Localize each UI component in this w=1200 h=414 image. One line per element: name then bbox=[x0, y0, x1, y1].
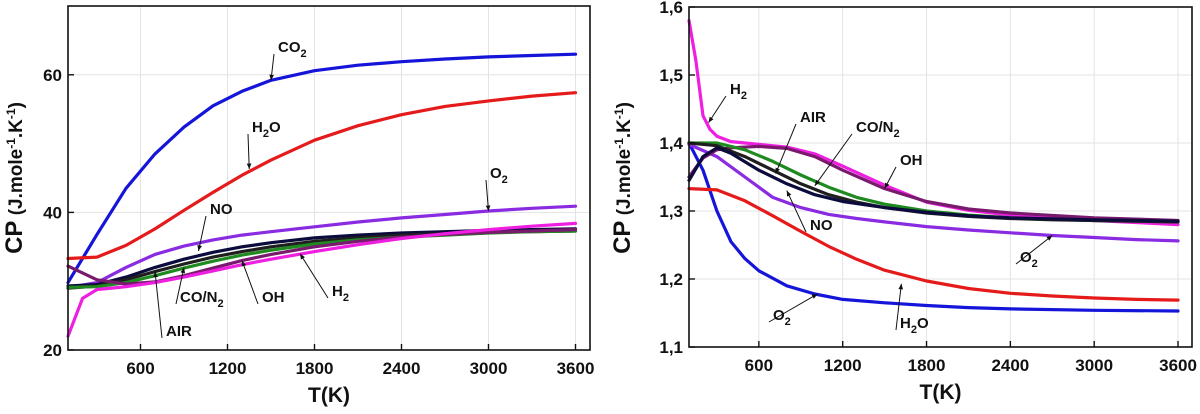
series-line-o2 bbox=[66, 204, 578, 289]
annotation-no: NO bbox=[786, 190, 833, 234]
annotation-label: NO bbox=[810, 217, 833, 234]
y-tick-label: 1,6 bbox=[659, 0, 683, 17]
x-tick-label: 1800 bbox=[296, 359, 334, 378]
annotation-h2o: H2O bbox=[895, 283, 929, 336]
x-axis-label: T(K) bbox=[308, 384, 350, 407]
plot-frame bbox=[67, 5, 591, 351]
x-tick-label: 3600 bbox=[1159, 356, 1197, 375]
annotation-arrowhead bbox=[814, 179, 820, 186]
plot-frame bbox=[688, 6, 1193, 348]
x-axis-label: T(K) bbox=[920, 381, 962, 404]
annotation-arrowhead bbox=[269, 74, 274, 81]
series-line-h2o bbox=[687, 187, 1180, 302]
annotation-h2: H2 bbox=[299, 253, 349, 304]
annotation-arrowhead bbox=[884, 182, 890, 189]
y-tick-label: 60 bbox=[43, 66, 62, 85]
annotation-label: O2 bbox=[773, 307, 791, 328]
annotation-co-n2: CO/N2 bbox=[175, 267, 224, 310]
y-tick-label: 1,2 bbox=[659, 270, 683, 289]
y-axis-label: CP (J.mole-1.K-1) bbox=[1, 102, 28, 254]
annotation-leader bbox=[895, 283, 902, 331]
annotation-o2: O2 bbox=[1015, 235, 1053, 270]
annotation-leader bbox=[786, 190, 807, 233]
x-tick-label: 3000 bbox=[1075, 356, 1113, 375]
annotation-label: CO/N2 bbox=[180, 289, 224, 310]
annotation-arrowhead bbox=[246, 163, 252, 170]
annotation-label: AIR bbox=[800, 109, 826, 126]
x-tick-label: 2400 bbox=[383, 359, 421, 378]
x-tick-label: 1200 bbox=[209, 359, 247, 378]
annotation-leader bbox=[175, 267, 185, 305]
x-tick-label: 1800 bbox=[908, 356, 946, 375]
annotation-oh: OH bbox=[884, 152, 923, 189]
x-tick-label: 600 bbox=[126, 359, 154, 378]
x-tick-label: 2400 bbox=[991, 356, 1029, 375]
annotation-label: OH bbox=[262, 289, 285, 306]
annotation-arrowhead bbox=[898, 283, 904, 290]
annotation-h2: H2 bbox=[708, 81, 747, 123]
annotation-label: O2 bbox=[490, 165, 508, 186]
annotation-leader bbox=[241, 260, 259, 305]
annotation-air: AIR bbox=[775, 109, 826, 174]
annotation-leader bbox=[1015, 235, 1053, 265]
series-line-h2 bbox=[687, 19, 1180, 227]
annotation-label: OH bbox=[900, 152, 923, 169]
y-axis-label: CP (J.mole-1.K-1) bbox=[609, 102, 636, 254]
x-tick-label: 600 bbox=[745, 356, 773, 375]
annotation-oh: OH bbox=[241, 260, 285, 306]
annotation-label: CO2 bbox=[278, 39, 307, 60]
annotation-h2o: H2O bbox=[246, 119, 281, 170]
chart-panel-1: 600 1200 1800 2400 3000 3600 20 40 60 T(K) CP (J.m… bbox=[1, 5, 595, 407]
annotation-leader bbox=[198, 215, 207, 252]
annotation-arrowhead bbox=[1046, 235, 1053, 241]
annotation-label: CO/N2 bbox=[856, 119, 900, 140]
annotation-arrowhead bbox=[485, 205, 491, 212]
annotation-co-n2: CO/N2 bbox=[814, 119, 900, 187]
series-line-h2o bbox=[66, 91, 578, 261]
annotation-arrowhead bbox=[786, 190, 792, 197]
x-tick-label: 3000 bbox=[470, 359, 508, 378]
grid bbox=[689, 6, 1192, 348]
annotation-label: AIR bbox=[166, 323, 192, 340]
annotation-leader bbox=[247, 133, 250, 170]
series-line-o2 bbox=[687, 142, 1180, 243]
annotation-label: H2 bbox=[332, 283, 349, 304]
y-tick-label: 1,5 bbox=[659, 66, 683, 85]
annotation-label: NO bbox=[210, 201, 233, 218]
series-line-o2-blue bbox=[687, 141, 1180, 313]
annotation-o2: O2 bbox=[485, 165, 508, 212]
annotation-leader bbox=[299, 253, 329, 299]
annotation-leader bbox=[775, 123, 797, 174]
x-tick-label: 1200 bbox=[824, 356, 862, 375]
annotation-air: AIR bbox=[153, 271, 192, 340]
y-tick-label: 40 bbox=[43, 203, 62, 222]
y-tick-label: 20 bbox=[43, 341, 62, 360]
annotation-arrowhead bbox=[241, 260, 247, 267]
annotation-leader bbox=[154, 271, 163, 339]
chart-panel-2: 600 1200 1800 2400 3000 3600 1,1 1,2 1,3 1,4 1,5 1,… bbox=[609, 0, 1197, 404]
x-tick-label: 3600 bbox=[557, 359, 595, 378]
annotation-arrowhead bbox=[197, 245, 202, 251]
annotation-arrowhead bbox=[180, 267, 186, 274]
series-line-oh bbox=[66, 228, 578, 286]
annotation-no: NO bbox=[197, 201, 233, 252]
annotation-leader bbox=[768, 293, 818, 323]
annotation-arrowhead bbox=[811, 293, 818, 299]
annotation-label: O2 bbox=[1020, 249, 1038, 270]
y-tick-label: 1,4 bbox=[659, 134, 683, 153]
annotation-arrowhead bbox=[775, 167, 780, 174]
annotation-label: H2O bbox=[252, 119, 281, 140]
y-tick-label: 1,3 bbox=[659, 202, 683, 221]
annotation-arrowhead bbox=[300, 253, 305, 260]
annotation-arrowhead bbox=[708, 116, 714, 123]
annotation-co2: CO2 bbox=[269, 39, 307, 81]
annotation-label: H2 bbox=[730, 81, 747, 102]
annotation-label: H2O bbox=[900, 315, 929, 336]
annotation-leader bbox=[814, 133, 853, 187]
y-tick-label: 1,1 bbox=[659, 338, 683, 357]
series-line-no bbox=[687, 146, 1180, 223]
annotation-o2: O2 bbox=[768, 293, 818, 328]
annotation-arrowhead bbox=[153, 271, 158, 278]
